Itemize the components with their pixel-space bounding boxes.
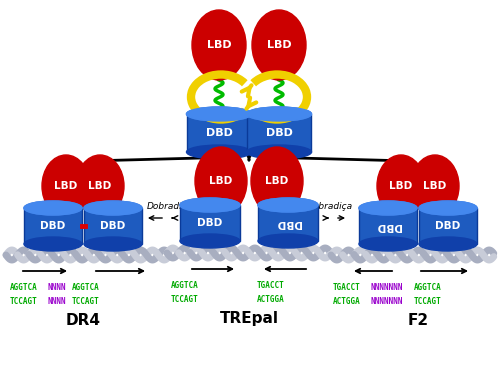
Ellipse shape [419, 237, 477, 251]
Text: TCCAGT: TCCAGT [414, 297, 441, 306]
Text: AGGTCA: AGGTCA [72, 283, 100, 292]
Text: DBD: DBD [40, 221, 66, 231]
Ellipse shape [76, 155, 124, 217]
Ellipse shape [359, 201, 417, 215]
Ellipse shape [258, 198, 318, 212]
Ellipse shape [195, 147, 247, 215]
Text: NNNN: NNNN [47, 297, 66, 306]
Ellipse shape [252, 10, 306, 80]
Text: AGGTCA: AGGTCA [171, 281, 199, 290]
Polygon shape [258, 205, 318, 241]
Polygon shape [247, 114, 311, 152]
Text: DBD: DBD [100, 221, 126, 231]
Ellipse shape [24, 201, 82, 215]
Polygon shape [419, 208, 477, 244]
Ellipse shape [247, 107, 311, 121]
Ellipse shape [192, 10, 246, 80]
Text: LBD: LBD [54, 181, 78, 191]
Ellipse shape [258, 234, 318, 248]
Ellipse shape [84, 237, 142, 251]
Polygon shape [187, 114, 251, 152]
Text: NNNNNNN: NNNNNNN [370, 283, 403, 292]
Ellipse shape [187, 145, 251, 159]
Polygon shape [180, 205, 240, 241]
Text: ACTGGA: ACTGGA [257, 295, 285, 304]
Ellipse shape [251, 147, 303, 215]
Text: AGGTCA: AGGTCA [414, 283, 441, 292]
Text: TCCAGT: TCCAGT [10, 297, 38, 306]
Text: Dobradiça: Dobradiça [307, 202, 353, 211]
Ellipse shape [419, 201, 477, 215]
Text: LBD: LBD [266, 40, 291, 50]
Ellipse shape [419, 201, 477, 215]
Ellipse shape [84, 201, 142, 215]
Text: DBD: DBD [198, 218, 223, 228]
Text: Dobradiça: Dobradiça [147, 202, 193, 211]
Ellipse shape [258, 198, 318, 212]
Text: AGGTCA: AGGTCA [10, 283, 38, 292]
Text: DBD: DBD [275, 218, 300, 228]
Polygon shape [359, 208, 417, 244]
Polygon shape [84, 208, 142, 244]
Text: DBD: DBD [435, 221, 461, 231]
Text: TGACCT: TGACCT [333, 283, 361, 292]
Text: LBD: LBD [423, 181, 447, 191]
Text: LBD: LBD [389, 181, 413, 191]
Polygon shape [24, 208, 82, 244]
Text: LBD: LBD [207, 40, 232, 50]
Text: DBD: DBD [375, 221, 401, 231]
Ellipse shape [247, 145, 311, 159]
Text: DBD: DBD [265, 128, 292, 138]
Ellipse shape [377, 155, 425, 217]
Text: TCCAGT: TCCAGT [72, 297, 100, 306]
Ellipse shape [180, 198, 240, 212]
Ellipse shape [247, 107, 311, 121]
Ellipse shape [180, 234, 240, 248]
Text: DBD: DBD [206, 128, 233, 138]
Text: TGACCT: TGACCT [257, 281, 285, 290]
Ellipse shape [42, 155, 90, 217]
Ellipse shape [187, 107, 251, 121]
Text: LBD: LBD [88, 181, 112, 191]
Text: NNNNNNN: NNNNNNN [370, 297, 403, 306]
Ellipse shape [24, 201, 82, 215]
Text: TCCAGT: TCCAGT [171, 295, 199, 304]
Ellipse shape [24, 237, 82, 251]
Text: NNNN: NNNN [47, 283, 66, 292]
Text: LBD: LBD [265, 176, 288, 186]
Text: DR4: DR4 [65, 313, 100, 328]
Ellipse shape [187, 107, 251, 121]
Ellipse shape [359, 201, 417, 215]
Ellipse shape [359, 237, 417, 251]
Ellipse shape [84, 201, 142, 215]
Ellipse shape [411, 155, 459, 217]
Ellipse shape [180, 198, 240, 212]
Text: TREpal: TREpal [220, 311, 278, 326]
Text: LBD: LBD [210, 176, 233, 186]
Text: ACTGGA: ACTGGA [333, 297, 361, 306]
Text: F2: F2 [408, 313, 429, 328]
